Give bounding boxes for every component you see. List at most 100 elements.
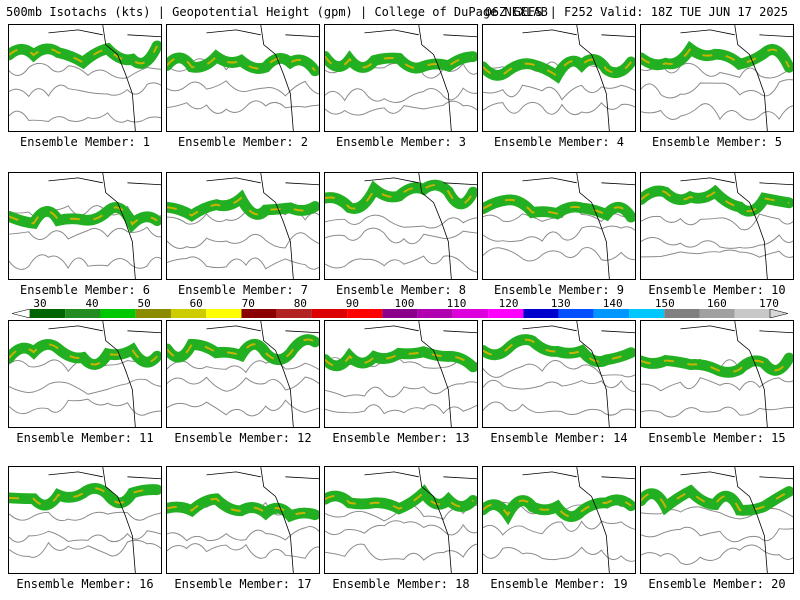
height-contour <box>9 82 161 98</box>
jet-core <box>483 338 632 363</box>
jet-core <box>9 487 158 506</box>
height-contour <box>9 110 161 123</box>
colorbar-tick-label: 30 <box>33 297 47 310</box>
ensemble-member-map <box>8 24 162 132</box>
header-valid-time: 06Z GEFS | F252 Valid: 18Z TUE JUN 17 20… <box>484 5 788 19</box>
height-contour <box>641 103 793 121</box>
ensemble-member-map <box>640 320 794 428</box>
ensemble-member-map <box>8 466 162 574</box>
colorbar-tick-label: 50 <box>137 297 151 310</box>
ensemble-member-map <box>8 172 162 280</box>
colorbar-segment <box>558 309 594 318</box>
height-contour <box>9 226 161 240</box>
height-contour <box>641 249 793 258</box>
coastline <box>206 25 319 131</box>
height-contour <box>325 404 477 415</box>
jet-stream-band <box>167 189 319 222</box>
header-title: 500mb Isotachs (kts) | Geopotential Heig… <box>6 5 548 19</box>
colorbar-segment <box>347 309 383 318</box>
height-contour <box>483 247 635 262</box>
jet-core <box>9 343 158 366</box>
ensemble-member-map <box>482 24 636 132</box>
ensemble-member-label: Ensemble Member: 10 <box>648 283 786 297</box>
ensemble-member-label: Ensemble Member: 18 <box>332 577 470 591</box>
ensemble-member-label: Ensemble Member: 13 <box>332 431 470 445</box>
jet-core <box>167 55 316 72</box>
colorbar-segment <box>206 309 242 318</box>
height-contour <box>325 214 477 229</box>
coastline <box>680 467 793 573</box>
colorbar-segment <box>523 309 559 318</box>
height-contour <box>641 61 793 79</box>
ensemble-member-label: Ensemble Member: 4 <box>493 135 625 149</box>
colorbar-segment <box>734 309 770 318</box>
jet-core <box>325 350 474 368</box>
colorbar-segment <box>629 309 665 318</box>
height-contour <box>483 101 635 116</box>
ensemble-member-map <box>482 320 636 428</box>
height-contour <box>641 526 793 543</box>
jet-core <box>325 55 474 69</box>
height-contour <box>167 543 319 559</box>
coastline <box>48 321 161 427</box>
height-contour <box>325 381 477 398</box>
height-contour <box>9 530 161 543</box>
height-contour <box>483 360 635 378</box>
ensemble-member-label: Ensemble Member: 6 <box>19 283 151 297</box>
jet-core <box>483 58 632 78</box>
height-contour <box>167 376 319 392</box>
ensemble-member-label: Ensemble Member: 11 <box>16 431 154 445</box>
jet-stream-band <box>9 40 161 70</box>
height-contour <box>325 255 477 273</box>
ensemble-member-map <box>324 466 478 574</box>
coastline <box>680 25 793 131</box>
height-contour <box>483 546 635 562</box>
jet-stream-band <box>9 483 161 511</box>
colorbar-segment <box>311 309 348 318</box>
colorbar-segment <box>170 309 207 318</box>
height-contour <box>641 234 793 249</box>
height-contour <box>167 232 319 249</box>
height-contour <box>483 225 635 242</box>
height-contour <box>641 544 793 565</box>
height-contour <box>325 87 477 103</box>
ensemble-member-label: Ensemble Member: 8 <box>335 283 467 297</box>
ensemble-member-map <box>166 172 320 280</box>
jet-stream-band <box>641 484 793 516</box>
coastline <box>48 25 161 131</box>
jet-core <box>483 198 632 218</box>
colorbar-segment <box>488 309 524 318</box>
colorbar-tick-label: 120 <box>498 297 519 310</box>
height-contour <box>325 227 477 245</box>
ensemble-member-label: Ensemble Member: 14 <box>490 431 628 445</box>
colorbar-segment <box>417 309 453 318</box>
height-contour <box>167 360 319 374</box>
coastline <box>206 321 319 427</box>
coastline <box>522 467 635 573</box>
colorbar-tick-label: 140 <box>602 297 623 310</box>
jet-core <box>641 47 790 68</box>
ensemble-member-map <box>482 172 636 280</box>
ensemble-member-map <box>324 24 478 132</box>
colorbar-tick-label: 170 <box>758 297 779 310</box>
coastline <box>48 467 161 573</box>
ensemble-member-label: Ensemble Member: 5 <box>651 135 783 149</box>
colorbar-tick-label: 40 <box>85 297 99 310</box>
colorbar-segment <box>664 309 700 318</box>
coastline <box>364 25 477 131</box>
ensemble-member-map <box>324 320 478 428</box>
colorbar-segment <box>30 309 66 318</box>
colorbar-segment <box>452 309 489 318</box>
coastline <box>522 173 635 279</box>
height-contour <box>9 254 161 270</box>
ensemble-member-label: Ensemble Member: 1 <box>19 135 151 149</box>
colorbar-segment <box>241 309 277 318</box>
jet-core <box>641 489 790 512</box>
coastline <box>364 467 477 573</box>
height-contour <box>9 398 161 416</box>
jet-core <box>641 357 790 374</box>
coastline <box>680 173 793 279</box>
colorbar-segment <box>699 309 735 318</box>
ensemble-member-map <box>166 320 320 428</box>
coastline <box>364 173 477 279</box>
